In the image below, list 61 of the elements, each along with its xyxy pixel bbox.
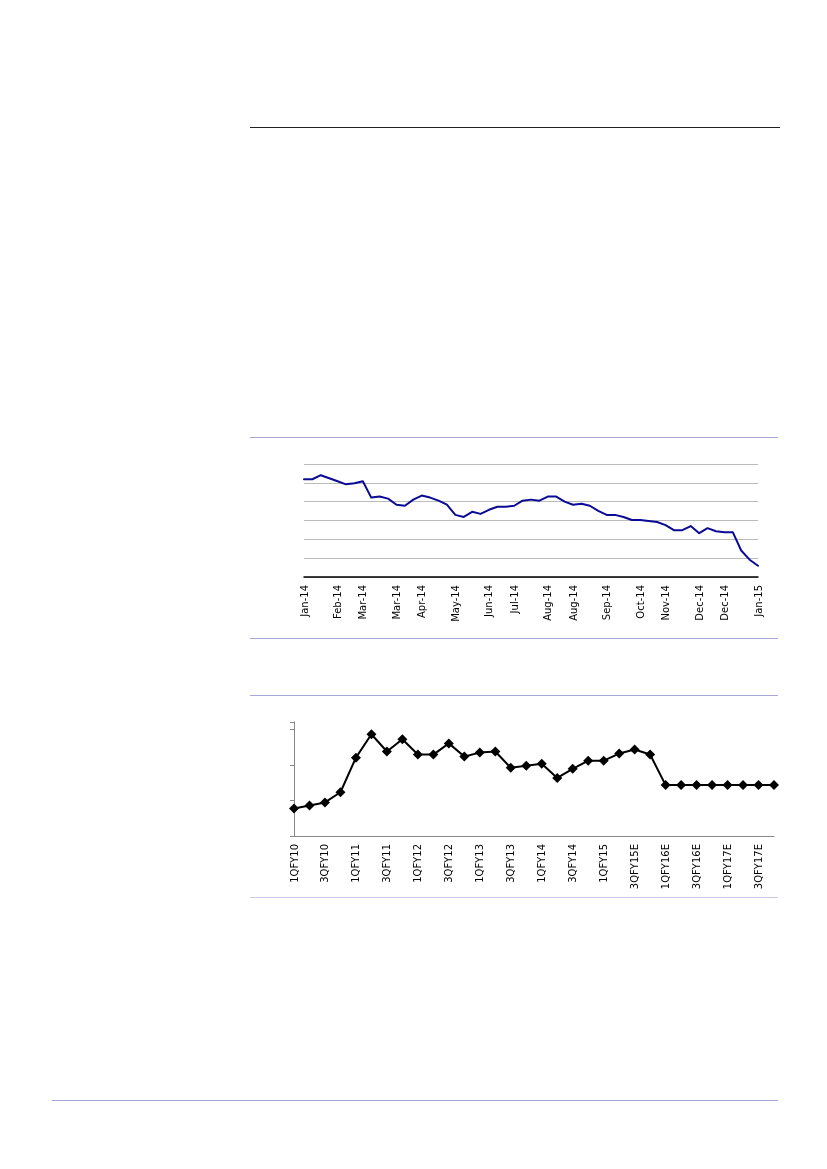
point	[335, 787, 346, 798]
point	[567, 763, 578, 774]
x-tick-label: Jan-15	[752, 585, 764, 618]
point	[474, 747, 485, 758]
point	[691, 780, 702, 791]
x-tick-label: Aug-14	[542, 585, 554, 621]
x-tick-label: Aug-14	[567, 585, 579, 621]
point	[490, 746, 501, 757]
point	[304, 800, 315, 811]
point	[412, 749, 423, 760]
point	[289, 803, 299, 814]
x-tick-label: Mar-14	[357, 585, 369, 620]
x-tick-label: 1QFY17E	[722, 844, 734, 890]
x-tick-label: 1QFY12	[412, 844, 424, 883]
point	[428, 749, 439, 760]
x-tick-label: Dec-14	[693, 585, 705, 621]
x-tick-label: Nov-14	[660, 585, 672, 621]
x-tick-label: 1QFY11	[350, 844, 362, 883]
point	[350, 752, 361, 763]
x-tick-label: 3QFY11	[381, 844, 393, 883]
x-tick-label: 3QFY12	[443, 844, 455, 883]
x-tick-label: 3QFY15E	[629, 844, 641, 890]
x-tick-label: Dec-14	[718, 585, 730, 621]
point	[629, 744, 640, 755]
x-tick-label: Sep-14	[601, 585, 613, 621]
x-tick-label: 1QFY10	[288, 844, 300, 883]
x-tick-label: 1QFY14	[536, 844, 548, 883]
x-tick-label: Jan-14	[298, 585, 310, 618]
point	[319, 797, 330, 808]
point	[769, 780, 779, 791]
x-tick-label: Oct-14	[634, 585, 646, 619]
point	[598, 755, 609, 766]
point	[505, 762, 516, 773]
point	[381, 746, 392, 757]
x-tick-label: 3QFY16E	[691, 844, 703, 890]
point	[645, 749, 656, 760]
point	[397, 734, 408, 745]
x-tick-label: Feb-14	[332, 585, 344, 620]
point	[753, 780, 764, 791]
point	[722, 780, 733, 791]
x-tick-label: 3QFY10	[319, 844, 331, 883]
point	[583, 755, 594, 766]
x-tick-label: Jun-14	[483, 585, 495, 618]
point	[614, 748, 625, 759]
x-tick-label: May-14	[449, 585, 461, 622]
x-tick-label: 3QFY13	[505, 844, 517, 883]
x-tick-label: 1QFY13	[474, 844, 486, 883]
x-tick-label: 3QFY14	[567, 844, 579, 883]
point	[660, 780, 671, 791]
point	[459, 751, 470, 762]
x-tick-label: 1QFY16E	[660, 844, 672, 890]
x-tick-label: Apr-14	[416, 585, 428, 618]
x-tick-label: 3QFY17E	[753, 844, 765, 890]
point	[443, 738, 454, 749]
point	[366, 729, 377, 740]
x-tick-label: 1QFY15	[598, 844, 610, 883]
point	[521, 760, 532, 771]
x-tick-label: Jul-14	[508, 585, 520, 615]
point	[552, 772, 563, 783]
x-tick-label: Mar-14	[390, 585, 402, 620]
point	[536, 758, 547, 769]
